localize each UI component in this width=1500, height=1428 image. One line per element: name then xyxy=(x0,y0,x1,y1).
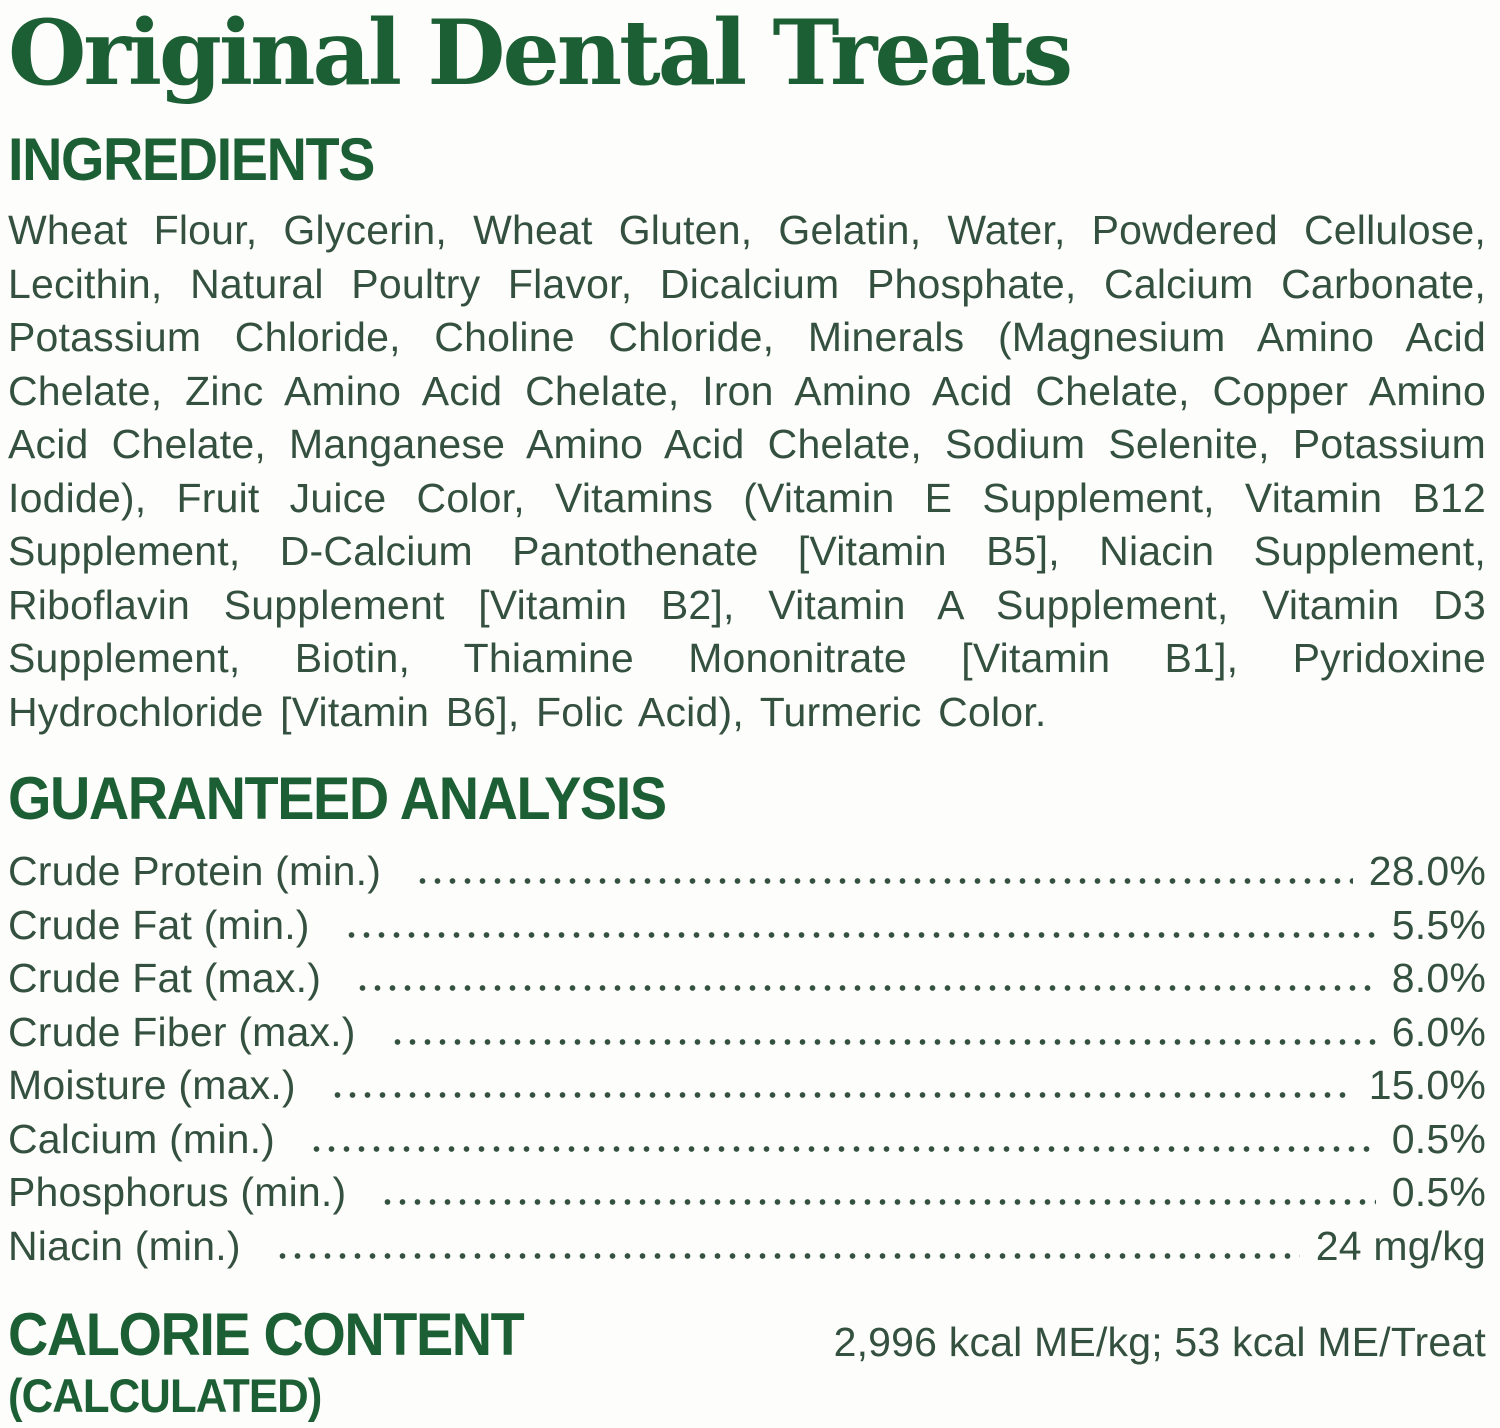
dotted-leader xyxy=(329,1091,1353,1099)
analysis-row-phosphorus-min: Phosphorus (min.) 0.5% xyxy=(8,1166,1486,1220)
analysis-label: Crude Fiber (max.) xyxy=(8,1008,356,1055)
calorie-calculated-subheading: (CALCULATED) xyxy=(8,1369,322,1422)
calorie-value: 2,996 kcal ME/kg; 53 kcal ME/Treat xyxy=(833,1319,1486,1365)
ingredients-heading: INGREDIENTS xyxy=(8,126,375,193)
analysis-row-niacin-min: Niacin (min.) 24 mg/kg xyxy=(8,1220,1486,1274)
dotted-leader xyxy=(343,930,1376,939)
calorie-content-heading: CALORIE CONTENT xyxy=(8,1301,525,1368)
analysis-row-calcium-min: Calcium (min.) 0.5% xyxy=(8,1113,1486,1167)
analysis-value: 6.0% xyxy=(1391,1008,1486,1055)
analysis-value: 0.5% xyxy=(1391,1115,1486,1162)
analysis-value: 15.0% xyxy=(1368,1062,1486,1108)
guaranteed-analysis-heading: GUARANTEED ANALYSIS xyxy=(8,765,667,832)
analysis-row-crude-fat-min: Crude Fat (min.) 5.5% xyxy=(8,899,1486,953)
analysis-row-crude-fat-max: Crude Fat (max.) 8.0% xyxy=(8,952,1486,1006)
guaranteed-analysis-table: Crude Protein (min.) 28.0% Crude Fat (mi… xyxy=(8,845,1486,1273)
dotted-leader xyxy=(274,1251,1300,1260)
analysis-label: Niacin (min.) xyxy=(8,1222,241,1269)
analysis-label: Phosphorus (min.) xyxy=(8,1169,347,1215)
dotted-leader xyxy=(380,1198,1376,1206)
analysis-row-crude-protein-min: Crude Protein (min.) 28.0% xyxy=(8,845,1486,899)
dotted-leader xyxy=(309,1144,1376,1153)
analysis-value: 0.5% xyxy=(1391,1169,1486,1215)
dotted-leader xyxy=(355,984,1376,992)
dotted-leader xyxy=(415,877,1353,885)
analysis-row-crude-fiber-max: Crude Fiber (max.) 6.0% xyxy=(8,1006,1486,1060)
analysis-label: Crude Protein (min.) xyxy=(8,848,382,894)
analysis-label: Calcium (min.) xyxy=(8,1115,276,1162)
product-title: Original Dental Treats xyxy=(8,0,1073,106)
analysis-label: Moisture (max.) xyxy=(8,1062,296,1108)
analysis-label: Crude Fat (max.) xyxy=(8,955,322,1001)
calorie-content-section: CALORIE CONTENT (CALCULATED) 2,996 kcal … xyxy=(8,1303,1486,1425)
dotted-leader xyxy=(389,1037,1376,1046)
analysis-label: Crude Fat (min.) xyxy=(8,901,310,948)
analysis-value: 8.0% xyxy=(1391,955,1486,1001)
analysis-row-moisture-max: Moisture (max.) 15.0% xyxy=(8,1059,1486,1113)
analysis-value: 28.0% xyxy=(1368,848,1486,894)
analysis-value: 5.5% xyxy=(1391,901,1486,948)
calorie-heading-block: CALORIE CONTENT (CALCULATED) xyxy=(8,1303,562,1425)
ingredients-text: Wheat Flour, Glycerin, Wheat Gluten, Gel… xyxy=(8,207,1486,735)
analysis-value: 24 mg/kg xyxy=(1315,1222,1486,1269)
